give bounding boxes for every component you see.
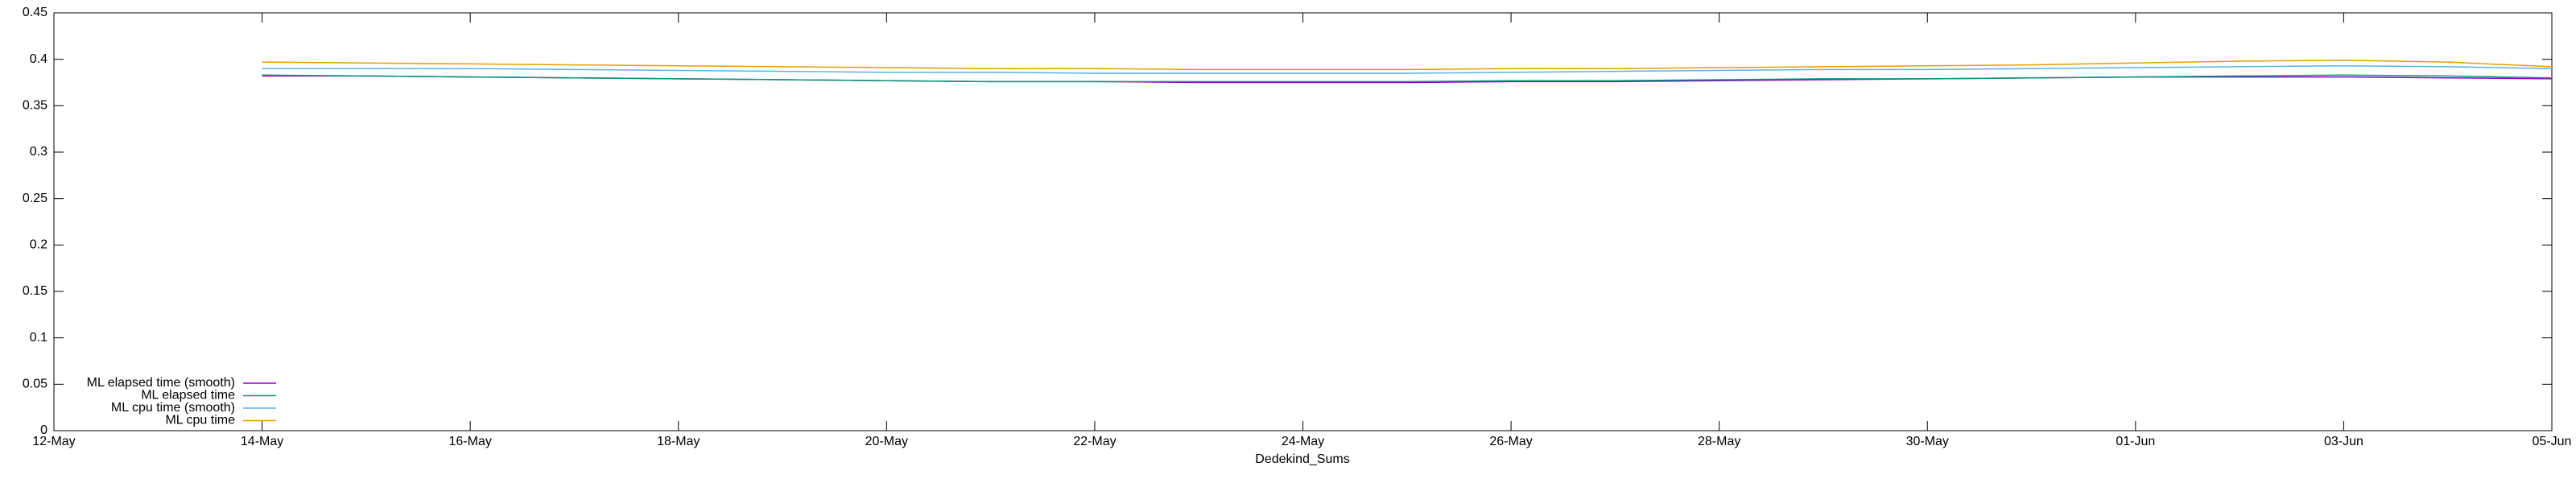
x-tick-label: 20-May: [865, 435, 908, 448]
x-tick-label: 14-May: [241, 435, 283, 448]
x-tick-label: 26-May: [1489, 435, 1532, 448]
x-tick-label: 03-Jun: [2324, 435, 2363, 448]
series-line: [262, 74, 2553, 83]
legend-label: ML cpu time (smooth): [111, 401, 235, 415]
x-tick-label: 01-Jun: [2116, 435, 2155, 448]
series-line: [262, 60, 2553, 71]
y-tick-label: 0.45: [23, 6, 47, 19]
y-tick-label: 0: [40, 423, 47, 437]
legend-label: ML elapsed time: [141, 389, 235, 402]
series-line: [262, 64, 2553, 74]
x-tick-label: 18-May: [657, 435, 700, 448]
x-tick-label: 24-May: [1282, 435, 1324, 448]
y-tick-label: 0.3: [30, 145, 47, 159]
legend-label: ML cpu time: [165, 414, 235, 427]
y-tick-label: 0.2: [30, 238, 47, 252]
legend-label: ML elapsed time (smooth): [87, 376, 235, 390]
y-tick-label: 0.4: [30, 52, 47, 66]
y-tick-label: 0.25: [23, 192, 47, 205]
y-tick-label: 0.05: [23, 378, 47, 391]
x-axis-label: Dedekind_Sums: [1255, 452, 1349, 466]
x-tick-label: 22-May: [1073, 435, 1116, 448]
y-tick-label: 0.15: [23, 284, 47, 298]
x-tick-label: 05-Jun: [2533, 435, 2572, 448]
x-tick-label: 16-May: [448, 435, 491, 448]
y-tick-label: 0.1: [30, 331, 47, 345]
y-tick-label: 0.35: [23, 99, 47, 113]
plot-frame: [53, 12, 2553, 431]
x-tick-label: 28-May: [1698, 435, 1740, 448]
x-tick-label: 30-May: [1906, 435, 1949, 448]
x-tick-label: 12-May: [32, 435, 75, 448]
